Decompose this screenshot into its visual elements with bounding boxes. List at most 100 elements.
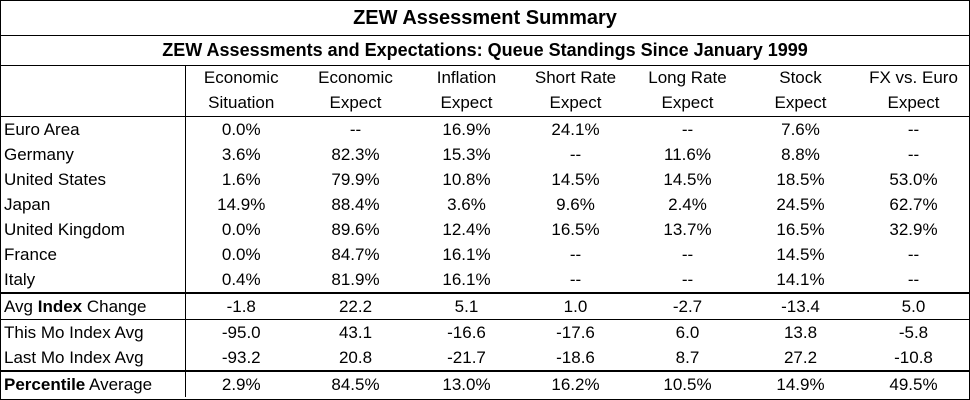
table-cell: -17.6 [556, 322, 595, 342]
table-cell: 0.0% [221, 219, 261, 239]
column-header-line2: Expect [329, 93, 382, 112]
last-month-index-row: Last Mo Index Avg -93.2 20.8 -21.7 -18.6 8.7 2… [1, 345, 969, 371]
row-label: France [1, 242, 186, 267]
table-cell: 14.5% [551, 169, 600, 189]
table-cell: 88.4% [331, 194, 380, 214]
table-cell: 16.9% [414, 116, 519, 142]
table-cell: 49.5% [858, 370, 969, 397]
column-header: Economic Situation [185, 66, 297, 117]
table-cell: 27.2 [783, 347, 818, 367]
table-cell: 7.6% [743, 116, 858, 142]
header-row: Economic Situation Economic Expect Inflation… [1, 66, 969, 117]
table-cell: 3.6% [221, 144, 261, 164]
table-cell: 22.2 [297, 292, 414, 320]
table-cell: 32.9% [889, 219, 938, 239]
table-cell: 79.9% [331, 169, 380, 189]
table-cell: -- [297, 116, 414, 142]
header-corner [1, 66, 186, 117]
this-month-index-row: This Mo Index Avg -95.0 43.1 -16.6 -17.6 6.0 1… [1, 319, 969, 345]
table-cell: 10.5% [632, 370, 743, 397]
table-cell: 14.1% [776, 269, 825, 289]
table-cell: 16.2% [519, 370, 632, 397]
column-header: Short Rate Expect [519, 66, 632, 117]
table-cell: -- [632, 116, 743, 142]
table-cell: 1.6% [221, 169, 261, 189]
table-cell: 14.5% [776, 244, 825, 264]
table-cell: 14.5% [663, 169, 712, 189]
table-cell: 16.1% [442, 244, 491, 264]
table-cell: -- [858, 116, 969, 142]
column-header: Economic Expect [297, 66, 414, 117]
column-header-line2: Situation [208, 93, 275, 112]
table-cell: 16.5% [551, 219, 600, 239]
table-row: United States 1.6% 79.9% 10.8% 14.5% 14.5% 18.… [1, 167, 969, 192]
table-cell: 11.6% [664, 144, 711, 164]
table-cell: 1.0 [519, 292, 632, 320]
column-header: Long Rate Expect [632, 66, 743, 117]
table-cell: 24.5% [776, 194, 825, 214]
label-part-bold: Index [37, 296, 83, 316]
table-cell: 81.9% [331, 269, 380, 289]
table-cell: -- [907, 269, 920, 289]
table-cell: 82.3% [331, 144, 380, 164]
column-header: Inflation Expect [414, 66, 519, 117]
table-cell: 53.0% [889, 169, 938, 189]
table-cell: 0.4% [221, 269, 261, 289]
table-row: Euro Area 0.0% -- 16.9% 24.1% -- 7.6% -- [1, 116, 969, 142]
row-label: This Mo Index Avg [1, 319, 186, 345]
table-cell: 62.7% [889, 194, 938, 214]
table-cell: 5.0 [858, 292, 969, 320]
table-title: ZEW Assessment Summary [1, 1, 969, 36]
table-cell: 20.8 [338, 347, 373, 367]
table-cell: -16.6 [447, 322, 486, 342]
table-cell: -- [907, 144, 920, 164]
table-cell: 16.1% [442, 269, 491, 289]
table-cell: -21.7 [447, 347, 486, 367]
table-cell: -13.4 [743, 292, 858, 320]
table-subtitle: ZEW Assessments and Expectations: Queue … [1, 36, 969, 66]
table-cell: 5.1 [414, 292, 519, 320]
column-header-line1: Short Rate [534, 68, 617, 87]
table-cell: 6.0 [675, 322, 700, 342]
table-cell: -1.8 [185, 292, 297, 320]
table-cell: 15.3% [442, 144, 491, 164]
column-header-line1: Economic [203, 68, 279, 87]
row-label: United Kingdom [1, 217, 186, 242]
column-header: FX vs. Euro Expect [858, 66, 969, 117]
label-part: Avg [4, 296, 38, 316]
label-part: Average [85, 374, 153, 394]
table-row: Japan 14.9% 88.4% 3.6% 9.6% 2.4% 24.5% 62.7% [1, 192, 969, 217]
table-cell: 0.0% [221, 244, 261, 264]
table-cell: 43.1 [338, 322, 373, 342]
column-header-line1: Economic [318, 68, 393, 87]
column-header-line2: Expect [440, 93, 493, 112]
table-cell: -18.6 [556, 347, 595, 367]
column-header-line2: Expect [549, 93, 602, 112]
table-cell: -5.8 [898, 322, 929, 342]
table-cell: 13.8 [783, 322, 818, 342]
column-header-line2: Expect [887, 93, 940, 112]
row-label: Percentile Average [1, 370, 186, 397]
row-label: Germany [1, 142, 186, 167]
column-header-line1: Inflation [436, 68, 497, 87]
table-cell: -- [569, 144, 582, 164]
table-cell: 10.8% [442, 169, 491, 189]
column-header-line1: Stock [779, 68, 822, 87]
table-cell: 8.7 [675, 347, 700, 367]
table-cell: 2.9% [185, 370, 297, 397]
row-label: Avg Index Change [1, 292, 186, 320]
table-cell: -- [569, 244, 582, 264]
column-header-line2: Expect [774, 93, 827, 112]
table-cell: 8.8% [781, 144, 820, 164]
table-cell: 89.6% [331, 219, 380, 239]
table-cell: 24.1% [519, 116, 632, 142]
table-cell: -10.8 [894, 347, 933, 367]
percentile-average-row: Percentile Average 2.9% 84.5% 13.0% 16.2% 10.… [1, 370, 969, 397]
row-label: Italy [1, 267, 186, 293]
table-cell: 84.5% [297, 370, 414, 397]
table-cell: -- [681, 244, 694, 264]
table-cell: 12.4% [442, 219, 491, 239]
table-cell: 16.5% [776, 219, 825, 239]
table-cell: 14.9% [743, 370, 858, 397]
